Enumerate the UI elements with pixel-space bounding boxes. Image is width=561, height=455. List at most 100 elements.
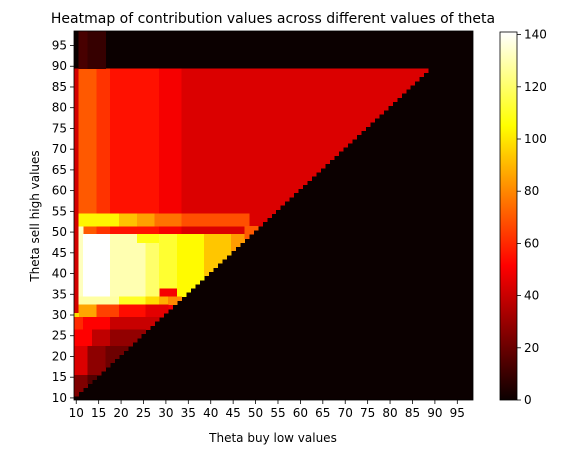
heatmap-cell <box>114 329 120 347</box>
heatmap-cell <box>100 31 106 69</box>
heatmap-cell <box>74 68 79 397</box>
heatmap-cell <box>154 296 160 306</box>
heatmap-cell <box>316 68 322 173</box>
heatmap-cell <box>293 68 299 194</box>
y-tick-label: 15 <box>52 370 67 384</box>
heatmap-cell <box>230 213 236 227</box>
heatmap-cell <box>154 234 160 297</box>
heatmap-cell <box>334 68 339 156</box>
heatmap-cell <box>127 213 133 227</box>
heatmap-cell <box>204 213 209 227</box>
heatmap-cell <box>127 304 133 318</box>
heatmap-cell <box>123 346 129 351</box>
heatmap-cell <box>109 317 115 331</box>
heatmap-cell <box>311 68 317 177</box>
heatmap-cell <box>302 68 308 185</box>
heatmap-cell <box>168 68 174 310</box>
heatmap-cell <box>132 296 138 306</box>
y-tick-label: 55 <box>52 204 67 218</box>
heatmap-cell <box>298 68 304 190</box>
heatmap-cell <box>190 68 196 289</box>
x-tick-label: 20 <box>113 406 128 420</box>
heatmap-cell <box>123 329 129 347</box>
heatmap-cell <box>226 68 232 256</box>
heatmap-cell <box>87 234 93 297</box>
heatmap-cell <box>154 213 160 227</box>
heatmap-cell <box>244 68 250 239</box>
heatmap-cell <box>271 68 277 214</box>
heatmap-cell <box>82 304 88 318</box>
heatmap-cell <box>74 312 79 318</box>
heatmap-cell <box>141 213 147 227</box>
heatmap-cell <box>239 68 245 243</box>
heatmap-cell <box>195 68 201 285</box>
heatmap-cell <box>154 317 160 322</box>
y-tick-label: 50 <box>52 225 67 239</box>
heatmap-cell <box>74 375 79 397</box>
heatmap-cell <box>78 225 84 306</box>
heatmap-cell <box>186 234 192 293</box>
heatmap-cell <box>154 234 160 243</box>
heatmap-cell <box>262 68 268 223</box>
heatmap-cell <box>253 68 259 231</box>
colorbar-ticks: 0 20 40 60 80 100 120 140 <box>517 28 547 407</box>
heatmap-cell <box>150 234 156 297</box>
heatmap-cell <box>114 296 120 306</box>
heatmap-cell <box>87 329 93 347</box>
heatmap-cell <box>109 329 115 347</box>
heatmap-cell <box>114 346 120 360</box>
heatmap-cell <box>423 68 429 73</box>
heatmap-cell <box>199 234 205 281</box>
heatmap-cell <box>159 304 165 318</box>
heatmap-cell <box>163 304 169 314</box>
heatmap-cell <box>347 68 353 144</box>
heatmap-cell <box>91 346 97 376</box>
heatmap-cell <box>96 346 102 376</box>
plot-frame <box>73 30 474 401</box>
heatmap-cell <box>78 317 84 331</box>
heatmap-cell <box>136 317 142 331</box>
colorbar-tick-label: 60 <box>524 236 539 250</box>
colorbar-tick-label: 0 <box>524 393 532 407</box>
heatmap-cell <box>109 346 115 364</box>
heatmap-cell <box>132 304 138 318</box>
y-tick-label: 10 <box>52 391 67 405</box>
heatmap-cell <box>177 296 183 301</box>
heatmap-cell <box>217 234 223 264</box>
heatmap-cell <box>280 68 286 206</box>
x-axis-label: Theta buy low values <box>208 431 337 445</box>
heatmap-cell <box>136 234 142 297</box>
y-tick-label: 90 <box>52 59 67 73</box>
heatmap-cell <box>100 234 106 297</box>
heatmap-cell <box>96 213 102 227</box>
heatmap-cell <box>100 296 106 306</box>
heatmap-cell <box>127 68 133 347</box>
heatmap-cell <box>145 234 151 297</box>
heatmap-cell <box>239 234 245 243</box>
heatmap-cell <box>132 317 138 331</box>
heatmap-cell <box>100 213 106 227</box>
heatmap-cell <box>230 234 236 252</box>
heatmap-cell <box>145 213 151 227</box>
heatmap-cell <box>87 213 93 227</box>
heatmap-cell <box>199 68 205 281</box>
heatmap-cell <box>329 68 335 161</box>
heatmap-cell <box>374 68 380 119</box>
heatmap-cell <box>199 213 205 227</box>
heatmap-cell <box>105 296 111 306</box>
heatmap-cell <box>235 213 241 227</box>
heatmap-cell <box>154 68 160 322</box>
heatmap-cell <box>383 68 389 111</box>
colorbar-tick-label: 80 <box>524 184 539 198</box>
heatmap-cell <box>257 68 263 227</box>
heatmap-cell <box>163 296 169 306</box>
heatmap-cell <box>123 296 129 306</box>
heatmap-cell <box>96 234 102 297</box>
y-tick-label: 20 <box>52 349 67 363</box>
heatmap-cell <box>74 317 79 331</box>
heatmap-cell <box>118 304 124 318</box>
heatmap-cell <box>82 329 88 347</box>
heatmap-cell <box>150 213 156 227</box>
heatmap-cell <box>78 375 84 393</box>
